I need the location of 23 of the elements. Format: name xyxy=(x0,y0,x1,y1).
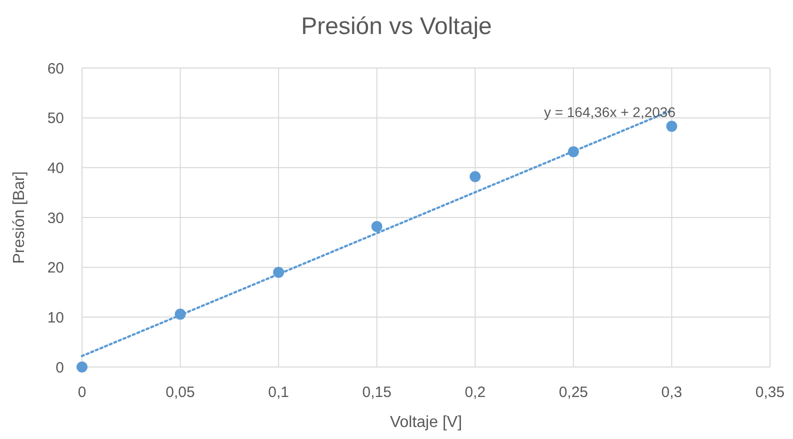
point xyxy=(76,362,88,372)
annotation: y = 164,36x + 2,2036 xyxy=(544,104,676,120)
x-tick-label: 0,3 xyxy=(661,384,682,401)
x-tick-label: 0,35 xyxy=(755,384,785,401)
y-tick-label: 20 xyxy=(47,260,64,277)
x-tick-label: 0,15 xyxy=(362,384,392,401)
y-tick-label: 30 xyxy=(47,210,64,227)
y-tick-label: 10 xyxy=(47,309,64,326)
point xyxy=(371,220,382,232)
x-axis-title: Voltaje [V] xyxy=(390,414,462,431)
x-tick-label: 0,2 xyxy=(464,384,486,401)
x-tick-label: 0,05 xyxy=(166,384,195,401)
chart-title: Presión vs Voltaje xyxy=(301,13,492,40)
point xyxy=(470,171,481,182)
x-tick-label: 0 xyxy=(78,384,86,401)
x-tick-label: 0,25 xyxy=(558,384,588,401)
y-tick-label: 0 xyxy=(56,359,64,376)
y-tick-label: 50 xyxy=(47,110,64,128)
point xyxy=(666,120,678,132)
y-tick-label: 40 xyxy=(47,160,64,177)
y-axis-title: Presión [Bar] xyxy=(11,171,28,264)
y-tick-label: 60 xyxy=(47,60,64,78)
x-tick-label: 0,1 xyxy=(268,384,289,401)
